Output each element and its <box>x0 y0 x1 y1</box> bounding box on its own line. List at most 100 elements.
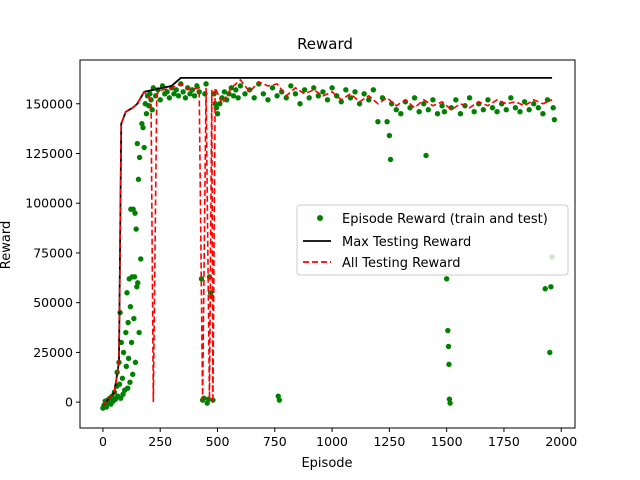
episode-reward-point <box>384 118 390 125</box>
episode-reward-point <box>274 93 280 99</box>
y-tick-label: 50000 <box>33 295 73 310</box>
x-tick-label: 250 <box>148 434 172 449</box>
episode-reward-point <box>338 99 344 105</box>
x-tick-label: 750 <box>263 434 287 449</box>
episode-reward-point <box>288 83 294 89</box>
episode-reward-point <box>512 105 519 111</box>
episode-reward-point <box>441 109 448 115</box>
episode-reward-point <box>189 87 195 93</box>
episode-reward-point <box>133 226 139 232</box>
episode-reward-point <box>164 89 170 95</box>
episode-reward-point <box>550 105 556 111</box>
y-tick-label: 75000 <box>33 245 73 260</box>
episode-reward-point <box>276 397 283 403</box>
episode-reward-point <box>485 97 491 103</box>
episode-reward-point <box>125 319 131 326</box>
episode-reward-point <box>508 95 514 101</box>
episode-reward-point <box>131 315 137 322</box>
episode-reward-point <box>306 95 312 101</box>
episode-reward-point <box>343 87 349 93</box>
episode-reward-point <box>526 107 532 113</box>
episode-reward-point <box>134 140 140 147</box>
episode-reward-point <box>361 91 367 97</box>
episode-reward-point <box>130 371 136 377</box>
episode-reward-point <box>480 107 487 113</box>
x-tick-label: 1750 <box>488 434 520 449</box>
episode-reward-point <box>540 111 546 117</box>
episode-reward-point <box>191 93 198 99</box>
episode-reward-point <box>398 111 404 117</box>
episode-reward-point <box>125 355 132 362</box>
episode-reward-point <box>251 95 257 101</box>
episode-reward-point <box>123 363 129 370</box>
episode-reward-point <box>135 176 142 183</box>
episode-reward-point <box>324 97 331 103</box>
episode-reward-point <box>269 85 276 91</box>
episode-reward-point <box>352 89 358 95</box>
episode-reward-point <box>136 154 143 161</box>
plot-layer <box>100 77 558 411</box>
y-axis-title: Reward <box>0 221 14 269</box>
x-axis-title: Episode <box>301 456 352 471</box>
episode-reward-point <box>132 210 138 216</box>
episode-reward-point <box>489 105 496 111</box>
x-tick-label: 0 <box>99 434 107 449</box>
episode-reward-point <box>237 83 244 89</box>
episode-reward-point <box>120 349 127 356</box>
episode-reward-point <box>203 81 209 87</box>
episode-reward-point <box>173 87 179 93</box>
legend-box <box>296 204 569 276</box>
episode-reward-point <box>445 343 452 350</box>
episode-reward-point <box>297 101 303 107</box>
episode-reward-point <box>347 95 354 101</box>
episode-reward-point <box>198 276 205 282</box>
episode-reward-point <box>118 395 124 401</box>
episode-reward-point <box>166 95 173 101</box>
episode-reward-point <box>551 116 558 123</box>
episode-reward-point <box>439 103 445 109</box>
episode-reward-point <box>123 329 129 336</box>
episode-reward-point <box>447 400 453 406</box>
legend-marker-episode <box>317 215 323 221</box>
episode-reward-point <box>194 83 200 89</box>
x-tick-label: 1500 <box>431 434 463 449</box>
episode-reward-point <box>434 111 441 117</box>
episode-reward-point <box>503 107 509 113</box>
episode-reward-point <box>457 111 464 117</box>
y-tick-label: 125000 <box>25 146 73 161</box>
episode-reward-point <box>138 256 144 262</box>
plot-frame <box>79 59 576 429</box>
episode-reward-point <box>180 89 186 95</box>
episode-reward-point <box>445 327 451 334</box>
episode-reward-point <box>542 286 548 292</box>
episode-reward-point <box>430 97 436 103</box>
episode-reward-point <box>494 109 500 115</box>
legend-label-all: All Testing Reward <box>342 256 461 271</box>
episode-reward-point <box>135 280 141 286</box>
episode-reward-point <box>119 375 126 381</box>
episode-reward-point <box>446 396 453 402</box>
episode-reward-point <box>147 91 153 97</box>
episode-reward-point <box>443 276 450 282</box>
episode-reward-point <box>132 359 139 366</box>
episode-reward-point <box>149 107 155 113</box>
episode-reward-point <box>128 339 135 346</box>
episode-reward-point <box>375 118 381 125</box>
episode-reward-point <box>471 109 477 115</box>
episode-reward-point <box>141 144 147 151</box>
episode-reward-point <box>425 107 432 113</box>
episode-reward-point <box>175 93 182 99</box>
episode-reward-point <box>423 152 429 159</box>
episode-reward-point <box>421 101 427 107</box>
episode-reward-point <box>535 105 542 111</box>
episode-reward-point <box>531 101 537 107</box>
episode-reward-point <box>233 87 239 93</box>
episode-reward-point <box>311 85 317 91</box>
episode-reward-point <box>116 381 123 387</box>
x-tick-label: 500 <box>206 434 230 449</box>
episode-reward-point <box>143 111 150 117</box>
legend-label-episode: Episode Reward (train and test) <box>342 212 548 227</box>
episode-reward-point <box>370 87 377 93</box>
axis-layer: 0 250 500 750 1000 1250 1500 1750 2000 0 25000 5000… <box>25 59 577 449</box>
